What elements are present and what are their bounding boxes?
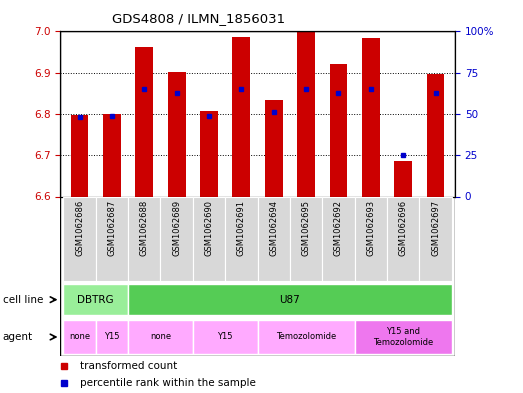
Text: GSM1062692: GSM1062692	[334, 200, 343, 256]
Bar	[168, 72, 186, 196]
Text: none: none	[69, 332, 90, 342]
Bar	[362, 38, 380, 197]
Bar	[322, 196, 355, 281]
Text: agent: agent	[3, 332, 33, 342]
Text: GSM1062686: GSM1062686	[75, 200, 84, 256]
Text: GSM1062691: GSM1062691	[237, 200, 246, 256]
Bar	[290, 196, 322, 281]
Bar	[128, 284, 452, 315]
Text: GSM1062687: GSM1062687	[107, 200, 117, 256]
Bar	[63, 284, 128, 315]
Bar	[96, 196, 128, 281]
Text: GSM1062689: GSM1062689	[172, 200, 181, 256]
Text: GDS4808 / ILMN_1856031: GDS4808 / ILMN_1856031	[112, 12, 285, 25]
Bar	[419, 196, 452, 281]
Bar	[96, 320, 128, 354]
Bar	[329, 64, 347, 196]
Bar	[297, 31, 315, 196]
Text: DBTRG: DBTRG	[77, 295, 114, 305]
Bar	[257, 196, 290, 281]
Bar	[233, 37, 251, 197]
Bar	[63, 320, 96, 354]
Text: Y15: Y15	[218, 332, 233, 342]
Bar	[63, 196, 96, 281]
Text: GSM1062690: GSM1062690	[204, 200, 213, 256]
Bar	[128, 320, 193, 354]
Bar	[265, 100, 282, 196]
Bar	[161, 196, 193, 281]
Bar	[387, 196, 419, 281]
Text: GSM1062695: GSM1062695	[302, 200, 311, 256]
Bar	[200, 111, 218, 196]
Text: cell line: cell line	[3, 295, 43, 305]
Bar	[103, 114, 121, 196]
Bar	[193, 196, 225, 281]
Bar	[257, 320, 355, 354]
Text: GSM1062688: GSM1062688	[140, 200, 149, 256]
Bar	[355, 196, 387, 281]
Text: Y15 and
Temozolomide: Y15 and Temozolomide	[373, 327, 434, 347]
Text: GSM1062694: GSM1062694	[269, 200, 278, 256]
Bar	[71, 115, 88, 196]
Text: percentile rank within the sample: percentile rank within the sample	[80, 378, 256, 387]
Text: Y15: Y15	[104, 332, 120, 342]
Bar	[355, 320, 452, 354]
Bar	[225, 196, 258, 281]
Text: GSM1062696: GSM1062696	[399, 200, 408, 256]
Text: U87: U87	[280, 295, 300, 305]
Text: GSM1062697: GSM1062697	[431, 200, 440, 256]
Bar	[427, 73, 445, 196]
Text: Temozolomide: Temozolomide	[276, 332, 336, 342]
Text: GSM1062693: GSM1062693	[366, 200, 376, 256]
Bar	[193, 320, 257, 354]
Text: none: none	[150, 332, 171, 342]
Bar	[394, 161, 412, 196]
Bar	[135, 47, 153, 196]
Bar	[128, 196, 161, 281]
Text: transformed count: transformed count	[80, 361, 177, 371]
